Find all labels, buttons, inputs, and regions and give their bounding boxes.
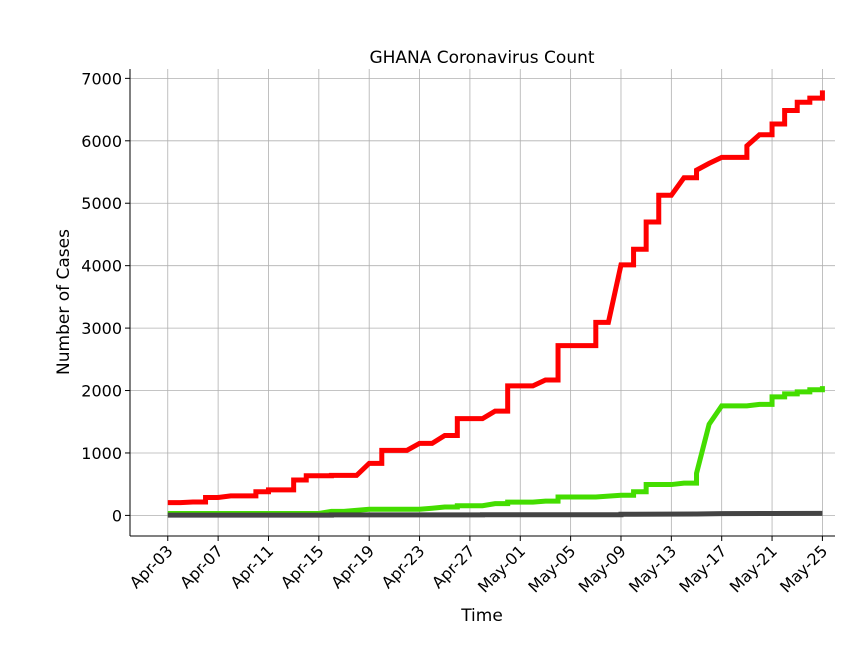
x-ticks: Apr-03 Apr-07 Apr-11 Apr-15 Apr-19 Apr-23 Apr-…: [126, 536, 831, 597]
y-tick-label: 7000: [81, 69, 122, 88]
x-tick-label: May-21: [726, 541, 781, 596]
series-layer: [167, 90, 825, 518]
x-tick-label: May-01: [474, 541, 529, 596]
chart-title: GHANA Coronavirus Count: [369, 48, 594, 68]
x-tick-label: Apr-11: [227, 541, 278, 592]
grid: [130, 69, 835, 536]
series-line-3: [167, 510, 823, 518]
y-tick-label: 0: [112, 506, 122, 525]
x-tick-label: Apr-07: [176, 541, 227, 592]
x-tick-label: Apr-15: [277, 541, 328, 592]
x-tick-label: Apr-27: [428, 541, 479, 592]
y-tick-label: 3000: [81, 319, 122, 338]
x-axis-label: Time: [460, 606, 503, 626]
x-tick-label: Apr-23: [378, 541, 429, 592]
series-line-2: [167, 386, 825, 516]
x-tick-label: Apr-03: [126, 541, 177, 592]
x-tick-label: May-05: [524, 541, 579, 596]
x-tick-label: Apr-19: [327, 541, 378, 592]
axes: [129, 69, 835, 537]
x-tick-label: May-17: [675, 541, 730, 596]
x-tick-label: May-09: [575, 541, 630, 596]
y-tick-label: 6000: [81, 132, 122, 151]
y-axis-label: Number of Cases: [54, 229, 74, 375]
y-tick-label: 5000: [81, 194, 122, 213]
y-tick-label: 4000: [81, 257, 122, 276]
x-tick-label: May-25: [776, 541, 831, 596]
y-tick-label: 2000: [81, 382, 122, 401]
y-ticks: 0 1000 2000 3000 4000 5000 6000 7000: [81, 69, 130, 525]
series-line-1: [167, 90, 825, 506]
y-tick-label: 1000: [81, 444, 122, 463]
x-tick-label: May-13: [625, 541, 680, 596]
